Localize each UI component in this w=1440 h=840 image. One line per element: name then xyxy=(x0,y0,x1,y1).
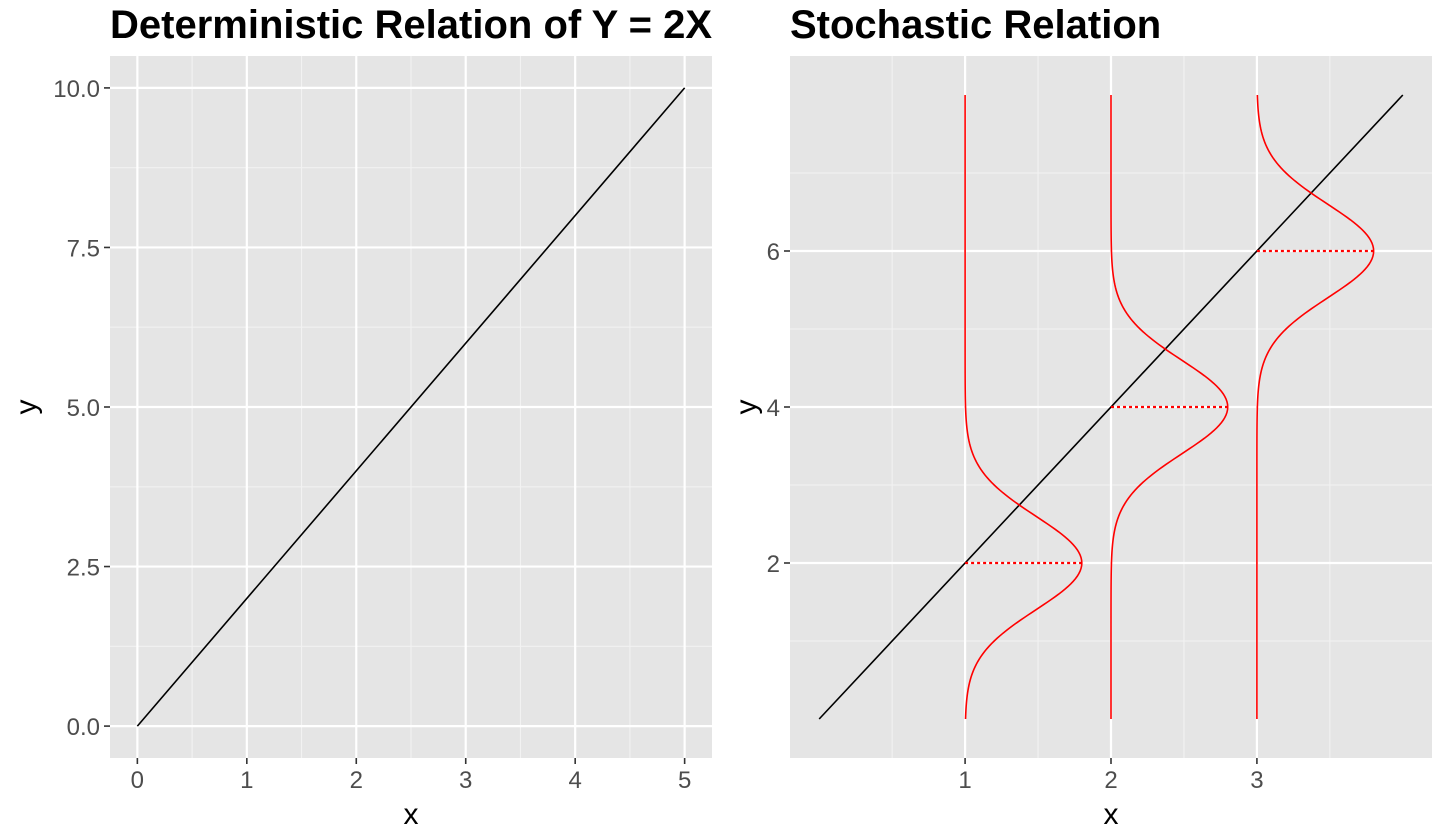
y-axis-title: y xyxy=(730,400,763,415)
x-tick-label: 1 xyxy=(240,767,253,794)
x-axis-title: x xyxy=(1104,798,1119,831)
distribution-curve xyxy=(964,95,1083,720)
data-layer xyxy=(818,94,1404,720)
y-tick-label: 2 xyxy=(767,551,780,578)
y-tick-label: 4 xyxy=(767,395,780,422)
data-layer xyxy=(136,87,686,727)
x-tick-label: 3 xyxy=(1250,767,1263,794)
y-tick-label: 5.0 xyxy=(67,395,100,422)
deterministic-chart: Deterministic Relation of Y = 2X 0 1 2 3 4 50… xyxy=(10,3,712,831)
y-tick-label: 0.0 xyxy=(67,714,100,741)
x-tick-label: 5 xyxy=(678,767,691,794)
x-tick-label: 2 xyxy=(350,767,363,794)
distribution-curve xyxy=(1256,94,1375,719)
series-line xyxy=(136,87,686,727)
grid-lines xyxy=(110,56,712,758)
y-tick-label: 10.0 xyxy=(53,76,100,103)
stochastic-chart: Stochastic Relation 1 2 3 2 4 6 x y xyxy=(730,3,1432,831)
x-tick-label: 4 xyxy=(569,767,582,794)
x-tick-label: 0 xyxy=(131,767,144,794)
x-tick-label: 1 xyxy=(958,767,971,794)
x-tick-label: 2 xyxy=(1104,767,1117,794)
x-tick-label: 3 xyxy=(459,767,472,794)
y-axis-title: y xyxy=(10,400,43,415)
axis-ticks: 0 1 2 3 4 5 0.0 2.5 5.0 7.5 10.0 xyxy=(53,76,691,794)
y-tick-label: 7.5 xyxy=(67,235,100,262)
chart-title: Deterministic Relation of Y = 2X xyxy=(110,3,712,47)
x-axis-title: x xyxy=(404,798,419,831)
chart-title: Stochastic Relation xyxy=(790,3,1161,47)
y-tick-label: 2.5 xyxy=(67,555,100,582)
y-tick-label: 6 xyxy=(767,239,780,266)
axis-ticks: 1 2 3 2 4 6 xyxy=(767,239,1264,794)
